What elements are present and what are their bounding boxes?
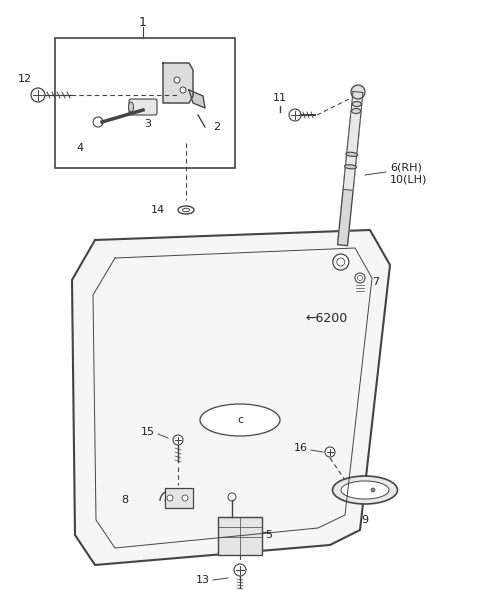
Polygon shape [163,63,193,103]
Circle shape [173,435,183,445]
Text: 10(LH): 10(LH) [390,175,427,185]
Bar [165,488,193,508]
Text: 15: 15 [141,427,155,437]
Ellipse shape [352,102,361,106]
Text: c: c [237,415,243,425]
Circle shape [182,495,188,501]
Ellipse shape [346,152,358,156]
Text: ←6200: ←6200 [305,311,347,325]
Text: 16: 16 [294,443,308,453]
Ellipse shape [345,165,357,169]
Text: 4: 4 [76,143,84,153]
Text: 12: 12 [18,74,32,84]
Ellipse shape [129,102,133,112]
Text: 9: 9 [361,515,369,525]
Circle shape [333,254,349,270]
Circle shape [358,275,362,280]
Circle shape [371,488,375,492]
Bar [218,517,262,555]
Text: 1: 1 [139,15,147,29]
Ellipse shape [178,206,194,214]
Polygon shape [343,91,363,190]
Circle shape [93,117,103,127]
Circle shape [351,85,365,99]
Circle shape [234,564,246,576]
Text: 13: 13 [196,575,210,585]
Ellipse shape [333,476,397,504]
Text: 11: 11 [273,93,287,103]
Text: 7: 7 [372,277,379,287]
Circle shape [228,493,236,501]
Circle shape [31,88,45,102]
Circle shape [289,109,301,121]
Circle shape [337,258,345,266]
Ellipse shape [182,209,190,212]
Circle shape [174,77,180,83]
Ellipse shape [200,404,280,436]
Ellipse shape [341,481,389,499]
Text: 8: 8 [121,495,128,505]
Ellipse shape [351,108,360,114]
Text: 6(RH): 6(RH) [390,163,422,173]
Circle shape [180,87,186,93]
FancyBboxPatch shape [129,99,157,115]
Circle shape [167,495,173,501]
Text: 2: 2 [213,122,220,132]
Circle shape [325,447,335,457]
Bar [55,38,235,168]
Text: 14: 14 [151,205,165,215]
Polygon shape [189,90,205,108]
Polygon shape [337,111,361,246]
Text: 5: 5 [265,530,272,540]
Polygon shape [72,230,390,565]
Text: 3: 3 [144,119,152,129]
Circle shape [355,273,365,283]
